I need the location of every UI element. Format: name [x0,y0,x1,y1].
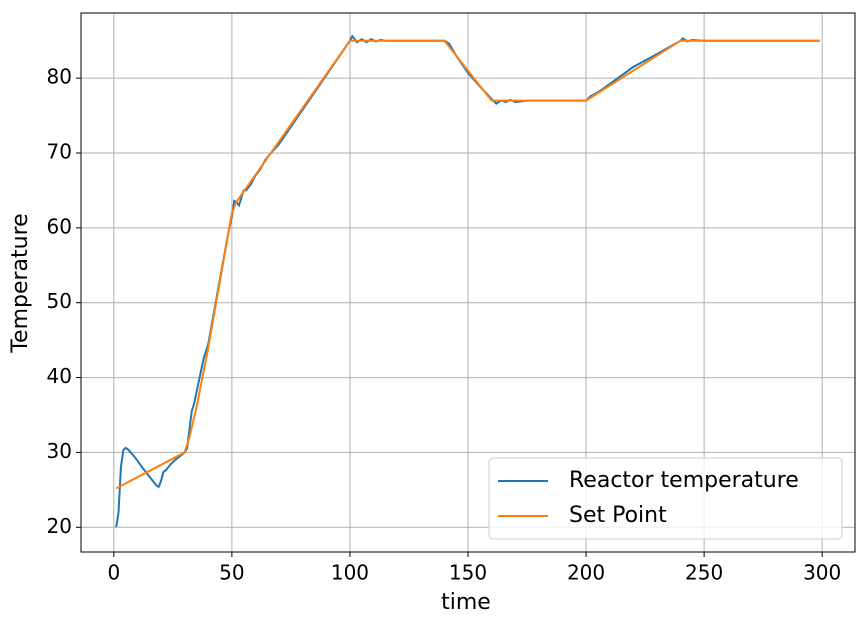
y-tick-label: 80 [47,65,72,89]
y-tick-label: 40 [47,364,72,388]
y-tick-label: 50 [47,289,72,313]
legend-box [488,457,843,540]
y-tick-label: 60 [47,214,72,238]
y-tick-label: 30 [47,439,72,463]
y-tick-label: 70 [47,139,72,163]
x-tick-label: 200 [567,561,605,585]
x-tick-label: 100 [331,561,369,585]
x-axis-label: time [441,590,491,615]
x-tick-label: 50 [219,561,244,585]
legend-label: Set Point [569,503,667,528]
y-axis-label: Temperature [8,213,33,353]
x-tick-label: 0 [107,561,120,585]
x-tick-label: 150 [449,561,487,585]
y-tick-label: 20 [47,514,72,538]
plot-frame [80,12,856,553]
legend-label: Reactor temperature [569,468,799,493]
legend: Reactor temperature Set Point [488,457,843,540]
x-tick-label: 250 [685,561,723,585]
x-tick-label: 300 [803,561,841,585]
data-line [115,39,820,490]
